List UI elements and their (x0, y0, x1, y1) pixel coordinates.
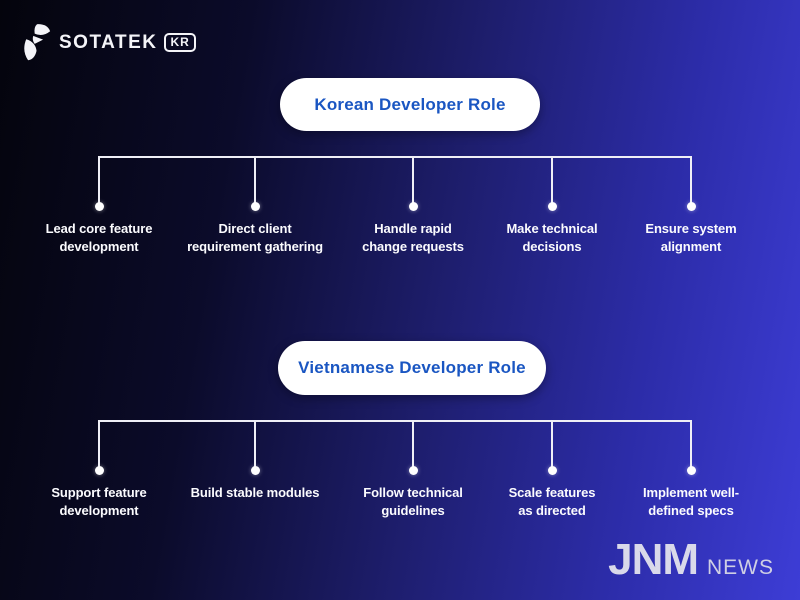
branch-label: Support feature development (51, 485, 147, 518)
branch-label: Handle rapid change requests (362, 221, 464, 254)
brand-logo: SOTATEK KR (22, 23, 196, 61)
branch-dot (409, 202, 418, 211)
brand-name: SOTATEK (59, 31, 158, 53)
tree-horizontal-line (99, 420, 692, 422)
branch-line (98, 420, 100, 470)
branch-dot (95, 466, 104, 475)
branch-dot (251, 466, 260, 475)
brand-country-badge: KR (164, 32, 196, 52)
branch-line (254, 420, 256, 470)
branch-dot (687, 466, 696, 475)
korean-role-title: Korean Developer Role (314, 94, 506, 114)
branch-label: Lead core feature development (45, 221, 153, 254)
branch-line (254, 156, 256, 206)
branch-label: Ensure system alignment (645, 221, 737, 254)
branch-label: Implement well- defined specs (642, 485, 740, 518)
korean-role-pill: Korean Developer Role (280, 78, 540, 131)
branch-dot (548, 202, 557, 211)
branch-label: Build stable modules (190, 485, 320, 500)
branch-dot (548, 466, 557, 475)
branch-line (551, 156, 553, 206)
watermark-jnm: JNM (608, 535, 699, 584)
branch-line (412, 156, 414, 206)
branch-label: Scale features as directed (508, 485, 596, 518)
branch-line (412, 420, 414, 470)
branch-dot (251, 202, 260, 211)
jnm-news-watermark: JNM NEWS (608, 538, 774, 582)
branch-label: Direct client requirement gathering (187, 221, 323, 254)
branch-line (98, 156, 100, 206)
branch-dot (95, 202, 104, 211)
branch-dot (409, 466, 418, 475)
tree-horizontal-line (99, 156, 692, 158)
watermark-news: NEWS (707, 556, 774, 579)
sotatek-logo-icon (24, 24, 51, 61)
branch-label: Follow technical guidelines (363, 485, 463, 518)
vietnamese-role-title: Vietnamese Developer Role (298, 358, 526, 377)
branch-dot (687, 202, 696, 211)
branch-line (690, 420, 692, 470)
branch-line (690, 156, 692, 206)
vietnamese-role-pill: Vietnamese Developer Role (278, 341, 546, 395)
branch-label: Make technical decisions (506, 221, 598, 254)
branch-line (551, 420, 553, 470)
